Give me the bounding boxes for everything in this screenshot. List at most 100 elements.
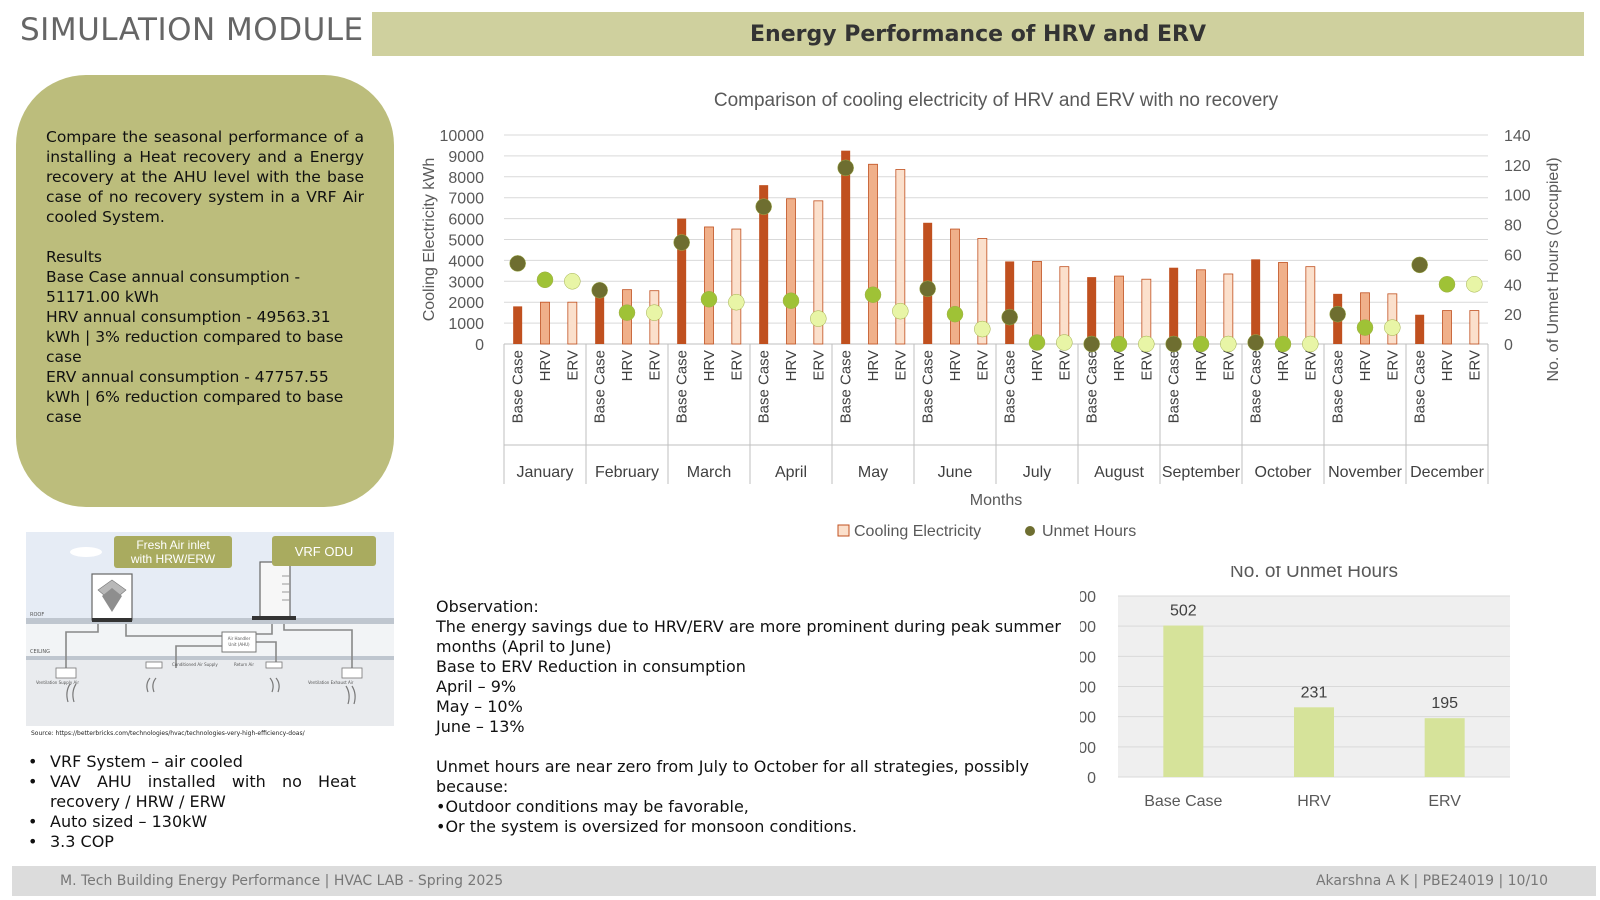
module-title: SIMULATION MODULE: [20, 12, 364, 48]
cooling-bar: [1223, 273, 1234, 345]
x-month-label: July: [1023, 464, 1051, 481]
y2-tick-label: 80: [1504, 218, 1522, 235]
title-bar: Energy Performance of HRV and ERV: [372, 12, 1584, 56]
x-strategy-label: HRV: [1439, 350, 1456, 381]
unmet-hours-point: [646, 304, 663, 321]
cooling-bar: [540, 301, 550, 345]
x-strategy-label: ERV: [1384, 350, 1401, 381]
unmet-hours-point: [700, 290, 718, 308]
unmet-hours-point: [1302, 335, 1319, 353]
ahu-label: Air Handler: [228, 636, 251, 641]
legend-dot-icon: [1025, 526, 1035, 536]
unmet-hours-point: [564, 273, 581, 290]
fresh-air-callout-text: with HRW/ERW: [130, 552, 216, 566]
unmet-hours-point: [1356, 319, 1374, 336]
x-strategy-label: ERV: [1138, 350, 1155, 381]
unmet-hours-point: [919, 280, 936, 298]
cooling-bar: [1169, 267, 1179, 344]
ahu-label: Unit (AHU): [228, 642, 250, 647]
x-strategy-label: ERV: [1220, 350, 1237, 381]
cooling-bar: [704, 226, 714, 345]
y-tick-label: 2000: [448, 295, 484, 312]
x-month-label: June: [938, 464, 973, 481]
y-tick-label: 600: [1080, 589, 1096, 606]
y2-tick-label: 100: [1504, 188, 1531, 205]
footer-bar: M. Tech Building Energy Performance | HV…: [12, 866, 1596, 896]
observation-line: •Outdoor conditions may be favorable,: [436, 797, 749, 816]
legend-label: Cooling Electricity: [854, 523, 981, 540]
y-tick-label: 5000: [448, 233, 484, 250]
y-tick-label: 100: [1080, 740, 1096, 757]
y-tick-label: 8000: [448, 170, 484, 187]
cooling-bar: [595, 289, 605, 344]
plenum-space: [26, 624, 394, 656]
chart-title: No. of Unmet Hours: [1230, 566, 1398, 582]
unmet-hours-point: [974, 320, 991, 338]
y-tick-label: 1000: [448, 316, 484, 333]
legend-label: Unmet Hours: [1042, 523, 1136, 540]
cooling-bar: [513, 306, 523, 344]
base-case-result: Base Case annual consumption - 51171.00 …: [46, 268, 301, 306]
unmet-hours-point: [509, 255, 526, 272]
x-strategy-label: HRV: [619, 350, 636, 381]
vrf-odu-callout: [272, 536, 376, 566]
fresh-air-callout: [114, 536, 232, 568]
x-strategy-label: Base Case: [1166, 350, 1183, 423]
y2-axis-label: No. of Unmet Hours (Occupied): [1545, 157, 1562, 381]
y-tick-label: 9000: [448, 149, 484, 166]
unmet-hours-point: [892, 302, 909, 320]
x-strategy-label: HRV: [1357, 350, 1374, 381]
x-month-label: March: [687, 464, 731, 481]
unmet-hours-bar: [1424, 718, 1465, 777]
fresh-air-callout-text: Fresh Air inlet: [136, 538, 210, 552]
cooling-bar: [759, 185, 769, 344]
x-strategy-label: Base Case: [920, 350, 937, 423]
cooling-electricity-chart: Comparison of cooling electricity of HRV…: [421, 90, 1562, 540]
unmet-hours-point: [1083, 335, 1100, 353]
unmet-hours-point: [618, 304, 636, 321]
cooling-bar: [1387, 293, 1398, 345]
vrf-odu-callout-text: VRF ODU: [295, 544, 354, 559]
y-tick-label: 3000: [448, 274, 484, 291]
chart-title: Comparison of cooling electricity of HRV…: [714, 90, 1279, 111]
duct-network: [65, 624, 353, 668]
bullet-item: 3.3 COP: [26, 832, 356, 852]
x-month-label: May: [858, 464, 888, 481]
x-strategy-label: ERV: [728, 350, 745, 381]
unmet-hours-point: [755, 198, 772, 215]
ceiling-label: CEILING: [30, 649, 50, 655]
unmet-hours-point: [946, 305, 964, 323]
y2-tick-label: 60: [1504, 247, 1522, 264]
unmet-hours-point: [728, 293, 745, 311]
x-strategy-label: ERV: [810, 350, 827, 381]
hvac-schematic: ROOF CEILING Air Handler Unit (AHU) Vent…: [26, 532, 394, 726]
y2-tick-label: 20: [1504, 307, 1522, 324]
x-strategy-label: Base Case: [1412, 350, 1429, 423]
observation-text: Observation: The energy savings due to H…: [436, 597, 1076, 837]
room-space: [26, 660, 394, 726]
x-tick-label: ERV: [1428, 793, 1461, 810]
unmet-hours-point: [1110, 335, 1128, 353]
cooling-bar: [567, 301, 578, 345]
erv-result: ERV annual consumption - 47757.55 kWh | …: [46, 368, 344, 426]
observation-line: [436, 737, 1076, 757]
observation-line: April – 9%: [436, 677, 517, 696]
x-month-label: November: [1328, 464, 1402, 481]
unmet-hours-point: [1028, 334, 1046, 351]
x-strategy-label: HRV: [947, 350, 964, 381]
unmet-hours-point: [1274, 335, 1292, 353]
x-strategy-label: ERV: [974, 350, 991, 381]
observation-line: Base to ERV Reduction in consumption: [436, 657, 746, 676]
unmet-hours-point: [1165, 335, 1182, 353]
unmet-hours-point: [673, 234, 690, 251]
diffuser-icons: [55, 661, 363, 679]
x-month-label: February: [595, 464, 659, 481]
x-tick-label: Base Case: [1144, 793, 1222, 810]
y-tick-label: 6000: [448, 212, 484, 229]
x-strategy-label: ERV: [1302, 350, 1319, 381]
cooling-bar: [895, 169, 906, 345]
y-tick-label: 4000: [448, 253, 484, 270]
ahu-icon: Air Handler Unit (AHU): [221, 631, 257, 653]
bullet-item: VAV AHU installed with no Heat recovery …: [26, 772, 356, 812]
cooling-bar: [1251, 259, 1261, 344]
